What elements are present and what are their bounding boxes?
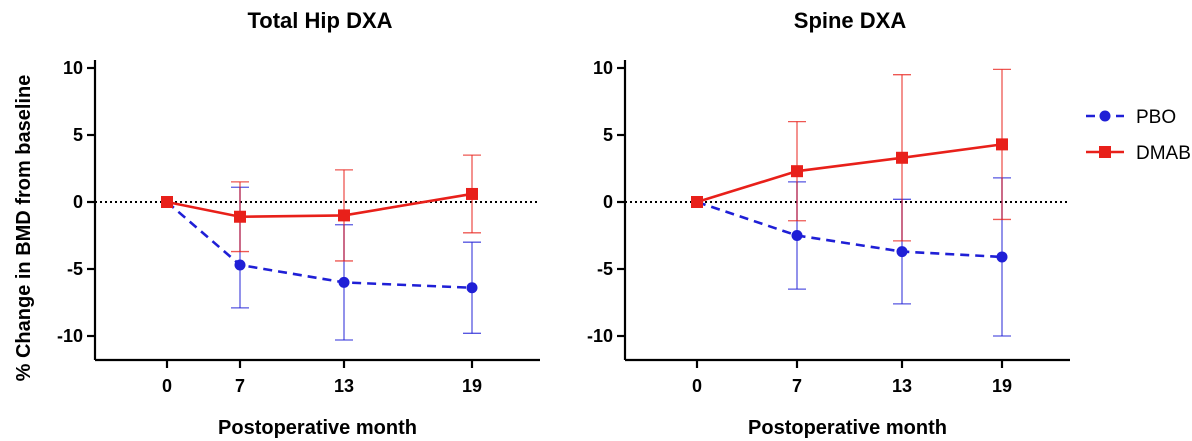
x-tick-label: 19 [462,376,482,396]
chart-title: Total Hip DXA [247,8,392,33]
legend-label-pbo: PBO [1136,107,1176,128]
legend-marker-square [1099,146,1111,158]
x-tick-label: 0 [162,376,172,396]
y-tick-label: 5 [603,125,613,145]
data-point-circle [996,251,1008,263]
data-point-square [896,151,908,164]
series-line [696,200,1003,259]
x-tick-label: 13 [892,376,912,396]
series-dmab [691,68,1011,242]
y-tick-label: -5 [597,259,613,279]
y-axis-label: % Change in BMD from baseline [13,75,35,382]
data-point-square [996,138,1008,151]
series-line [696,143,1003,204]
x-tick-label: 0 [692,376,702,396]
y-tick-label: -5 [67,259,83,279]
legend-marker-circle [1099,110,1111,122]
legend: PBO DMAB [1086,107,1191,164]
data-point-circle [338,276,350,288]
y-tick-label: 0 [73,192,83,212]
chart-panel-0: Total Hip DXA 10 5 0 -5 -10 0 7 13 19 Postoperativ… [13,8,540,439]
x-tick-label: 13 [334,376,354,396]
y-tick-label: 10 [593,58,613,78]
data-point-circle [466,282,478,294]
x-tick-label: 7 [792,376,802,396]
data-point-square [691,196,703,208]
data-point-circle [791,230,803,241]
series-line [166,201,473,290]
y-tick-label: 5 [73,125,83,145]
data-point-square [466,187,478,200]
data-point-square [234,210,246,223]
x-tick-label: 7 [235,376,245,396]
data-point-square [338,209,350,222]
x-axis-label: Postoperative month [748,417,947,439]
chart-panel-1: Spine DXA 10 5 0 -5 -10 0 7 13 19 Postoperative mo… [587,8,1191,439]
y-tick-label: -10 [587,326,613,346]
series-dmab [161,154,481,262]
y-tick-label: -10 [57,326,83,346]
series-line [166,192,473,219]
x-tick-label: 19 [992,376,1012,396]
data-point-circle [234,259,246,271]
chart-title: Spine DXA [794,8,907,33]
data-point-square [791,165,803,178]
data-point-circle [896,246,908,258]
x-axis-label: Postoperative month [218,417,417,439]
y-tick-label: 10 [63,58,83,78]
data-point-square [161,196,173,208]
legend-label-dmab: DMAB [1136,143,1191,164]
y-tick-label: 0 [603,192,613,212]
